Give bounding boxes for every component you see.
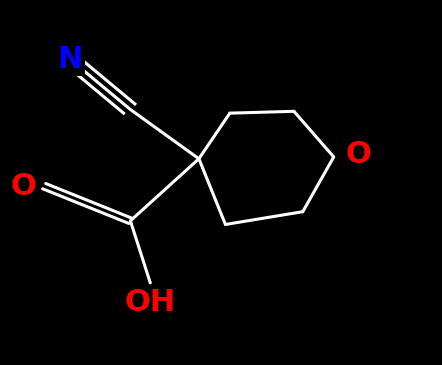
Text: OH: OH (125, 288, 176, 318)
Text: N: N (57, 45, 83, 74)
Text: O: O (10, 172, 36, 201)
Text: O: O (345, 139, 371, 169)
